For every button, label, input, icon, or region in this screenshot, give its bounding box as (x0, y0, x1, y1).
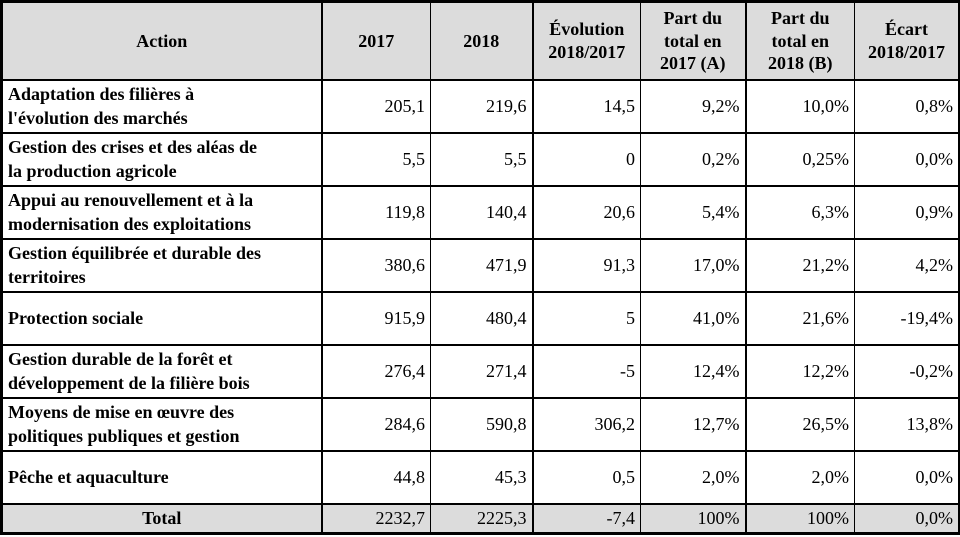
cell-2017: 5,5 (321, 132, 431, 187)
cell-ecart: 0,0% (854, 132, 960, 187)
row-label: Protection sociale (1, 291, 323, 346)
col-header-2018: 2018 (430, 1, 534, 81)
col-header-2017: 2017 (321, 1, 431, 81)
total-row: Total 2232,7 2225,3 -7,4 100% 100% 0,0% (1, 503, 960, 535)
cell-part-2018: 10,0% (745, 79, 855, 134)
cell-2017: 44,8 (321, 450, 431, 505)
cell-2017: 119,8 (321, 185, 431, 240)
cell-evolution: 91,3 (532, 238, 641, 293)
cell-evolution: 0,5 (532, 450, 641, 505)
cell-2018: 590,8 (430, 397, 534, 452)
col-header-part-total-2018: Part du total en 2018 (B) (745, 1, 855, 81)
cell-ecart: 4,2% (854, 238, 960, 293)
total-2018: 2225,3 (430, 503, 534, 535)
cell-part-2017: 12,7% (640, 397, 747, 452)
cell-part-2018: 2,0% (745, 450, 855, 505)
table-row: Pêche et aquaculture 44,8 45,3 0,5 2,0% … (1, 450, 960, 505)
cell-evolution: 14,5 (532, 79, 641, 134)
row-label: Pêche et aquaculture (1, 450, 323, 505)
cell-part-2017: 0,2% (640, 132, 747, 187)
col-header-ecart: Écart 2018/2017 (854, 1, 960, 81)
cell-part-2018: 21,2% (745, 238, 855, 293)
cell-part-2017: 9,2% (640, 79, 747, 134)
cell-2018: 271,4 (430, 344, 534, 399)
row-label: Adaptation des filières à l'évolution de… (1, 79, 323, 134)
cell-ecart: -19,4% (854, 291, 960, 346)
cell-part-2017: 5,4% (640, 185, 747, 240)
cell-2018: 219,6 (430, 79, 534, 134)
cell-ecart: 0,0% (854, 450, 960, 505)
cell-2017: 276,4 (321, 344, 431, 399)
total-evolution: -7,4 (532, 503, 641, 535)
row-label: Moyens de mise en œuvre des politiques p… (1, 397, 323, 452)
cell-2017: 284,6 (321, 397, 431, 452)
cell-2018: 45,3 (430, 450, 534, 505)
cell-part-2017: 17,0% (640, 238, 747, 293)
total-part-2018: 100% (745, 503, 855, 535)
col-header-action: Action (1, 1, 323, 81)
cell-ecart: 0,9% (854, 185, 960, 240)
table-row: Protection sociale 915,9 480,4 5 41,0% 2… (1, 291, 960, 346)
cell-part-2018: 6,3% (745, 185, 855, 240)
cell-evolution: 5 (532, 291, 641, 346)
total-label: Total (1, 503, 323, 535)
cell-2018: 5,5 (430, 132, 534, 187)
cell-evolution: -5 (532, 344, 641, 399)
col-header-evolution: Évolution 2018/2017 (532, 1, 641, 81)
cell-ecart: 13,8% (854, 397, 960, 452)
table-row: Appui au renouvellement et à la modernis… (1, 185, 960, 240)
cell-2018: 480,4 (430, 291, 534, 346)
cell-2018: 471,9 (430, 238, 534, 293)
table-row: Gestion équilibrée et durable des territ… (1, 238, 960, 293)
total-2017: 2232,7 (321, 503, 431, 535)
row-label: Appui au renouvellement et à la modernis… (1, 185, 323, 240)
row-label: Gestion des crises et des aléas de la pr… (1, 132, 323, 187)
cell-2017: 380,6 (321, 238, 431, 293)
cell-part-2017: 2,0% (640, 450, 747, 505)
cell-evolution: 0 (532, 132, 641, 187)
cell-evolution: 20,6 (532, 185, 641, 240)
cell-part-2017: 12,4% (640, 344, 747, 399)
cell-ecart: 0,8% (854, 79, 960, 134)
cell-part-2018: 0,25% (745, 132, 855, 187)
cell-part-2018: 26,5% (745, 397, 855, 452)
cell-part-2017: 41,0% (640, 291, 747, 346)
cell-2017: 205,1 (321, 79, 431, 134)
total-part-2017: 100% (640, 503, 747, 535)
row-label: Gestion équilibrée et durable des territ… (1, 238, 323, 293)
cell-ecart: -0,2% (854, 344, 960, 399)
table-row: Adaptation des filières à l'évolution de… (1, 79, 960, 134)
table-row: Gestion durable de la forêt et développe… (1, 344, 960, 399)
cell-part-2018: 21,6% (745, 291, 855, 346)
cell-part-2018: 12,2% (745, 344, 855, 399)
cell-evolution: 306,2 (532, 397, 641, 452)
cell-2018: 140,4 (430, 185, 534, 240)
row-label: Gestion durable de la forêt et développe… (1, 344, 323, 399)
total-ecart: 0,0% (854, 503, 960, 535)
header-row: Action 2017 2018 Évolution 2018/2017 Par… (1, 1, 960, 81)
table-row: Gestion des crises et des aléas de la pr… (1, 132, 960, 187)
table-row: Moyens de mise en œuvre des politiques p… (1, 397, 960, 452)
col-header-part-total-2017: Part du total en 2017 (A) (640, 1, 747, 81)
cell-2017: 915,9 (321, 291, 431, 346)
